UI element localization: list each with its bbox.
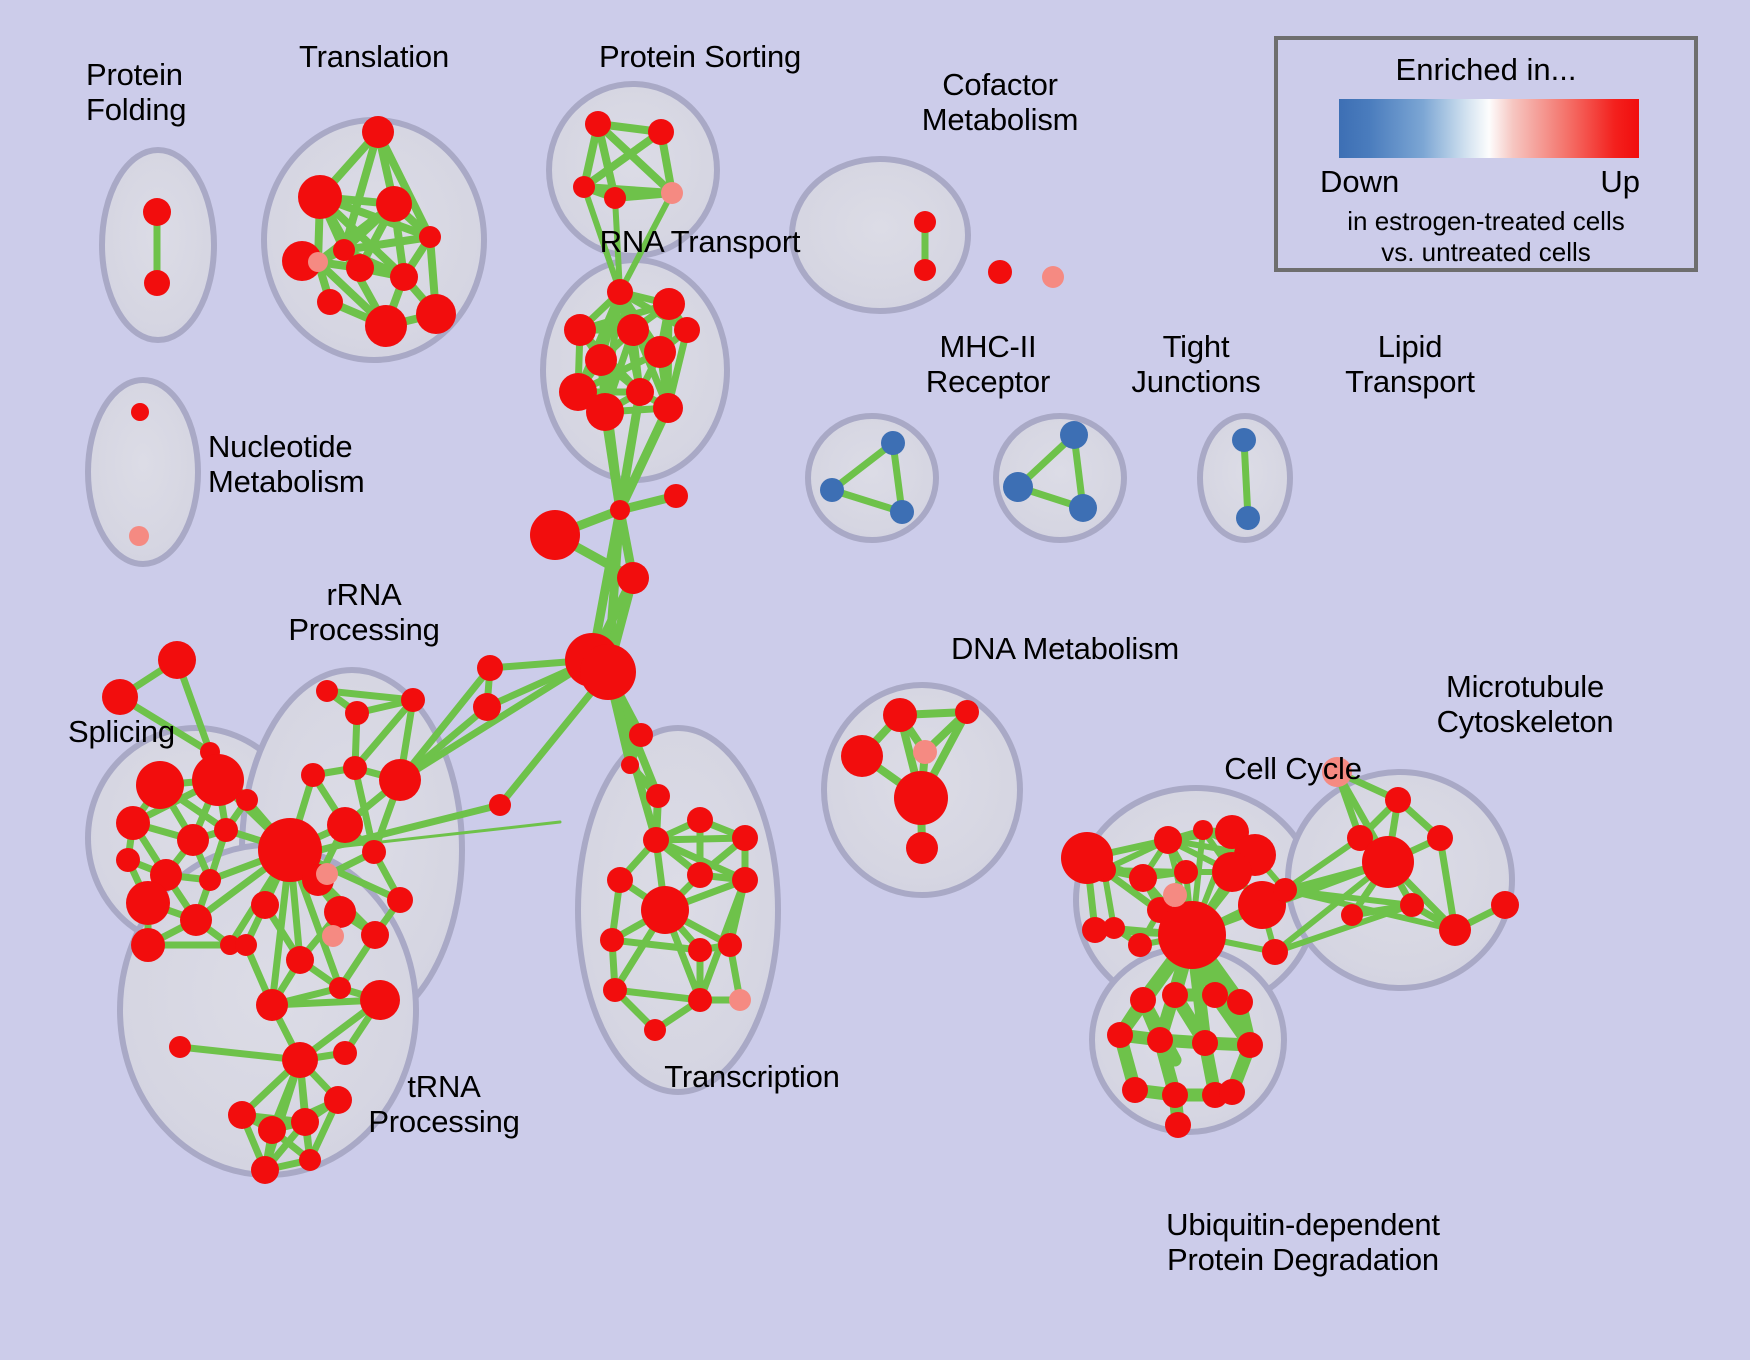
- nodes-lipid-transport: [1232, 428, 1260, 530]
- cluster-label-microtubule-cytoskeleton: Microtubule Cytoskeleton: [1436, 669, 1614, 739]
- nodes-trna-processing: [169, 1036, 352, 1184]
- nodes-microtubule: [1322, 757, 1519, 946]
- nodes-nucleotide-metabolism: [129, 403, 149, 546]
- cluster-label-protein-sorting: Protein Sorting: [598, 39, 802, 74]
- hull-cofactor-metabolism: [789, 156, 971, 314]
- nodes-mhc-ii-receptor: [820, 431, 914, 524]
- nodes-translation: [282, 116, 456, 347]
- nodes-cell-cycle: [1061, 815, 1297, 969]
- edges-hub-to-left: [316, 668, 612, 854]
- nodes-tight-junctions: [1003, 421, 1097, 522]
- cluster-label-nucleotide-metabolism: Nucleotide Metabolism: [208, 429, 365, 499]
- cluster-label-tight-junctions: Tight Junctions: [1131, 329, 1261, 399]
- hull-nucleotide-metabolism: [85, 377, 201, 567]
- cluster-label-translation: Translation: [299, 39, 449, 74]
- nodes-ubiquitin: [1107, 982, 1263, 1138]
- nodes-rrna-processing: [235, 680, 425, 1065]
- legend-subtitle: in estrogen-treated cells vs. untreated …: [1347, 206, 1625, 267]
- legend-down-label: Down: [1320, 164, 1400, 199]
- edges-lipid-transport: [1240, 436, 1252, 522]
- nodes-splicing: [102, 641, 258, 962]
- hull-mhc-ii-receptor: [805, 413, 939, 543]
- nodes-protein-sorting: [573, 111, 683, 209]
- nodes-protein-folding: [143, 198, 171, 296]
- cluster-label-transcription: Transcription: [664, 1059, 840, 1094]
- cluster-label-cell-cycle: Cell Cycle: [1224, 751, 1362, 786]
- legend-color-gradient: [1339, 99, 1639, 158]
- cluster-label-cofactor-metabolism: Cofactor Metabolism: [921, 67, 1079, 137]
- cluster-label-rna-transport: RNA Transport: [599, 224, 801, 259]
- legend: Enriched in... Down Up in estrogen-treat…: [1274, 36, 1698, 272]
- legend-up-label: Up: [1600, 164, 1640, 199]
- cluster-label-splicing: Splicing: [68, 714, 175, 749]
- nodes-transcription: [600, 807, 758, 1041]
- cluster-label-ubiquitin-protein-degradation: Ubiquitin-dependent Protein Degradation: [1166, 1207, 1440, 1277]
- edges-thin-bridge: [308, 820, 562, 852]
- nodes-central-chain: [473, 484, 688, 816]
- cluster-label-mhc-ii-receptor: MHC-II Receptor: [925, 329, 1051, 399]
- cluster-label-trna-processing: tRNA Processing: [368, 1069, 520, 1139]
- cluster-label-lipid-transport: Lipid Transport: [1345, 329, 1475, 399]
- cluster-label-dna-metabolism: DNA Metabolism: [950, 631, 1180, 666]
- cluster-label-protein-folding: Protein Folding: [86, 57, 187, 127]
- nodes-rna-transport: [559, 279, 700, 431]
- nodes-dna-metabolism: [841, 698, 979, 864]
- nodes-cofactor-metabolism: [914, 211, 1064, 288]
- edges-sorting-to-transport: [581, 184, 675, 295]
- network-nodes: [102, 111, 1519, 1184]
- cluster-label-rrna-processing: rRNA Processing: [288, 577, 440, 647]
- legend-title: Enriched in...: [1395, 52, 1577, 87]
